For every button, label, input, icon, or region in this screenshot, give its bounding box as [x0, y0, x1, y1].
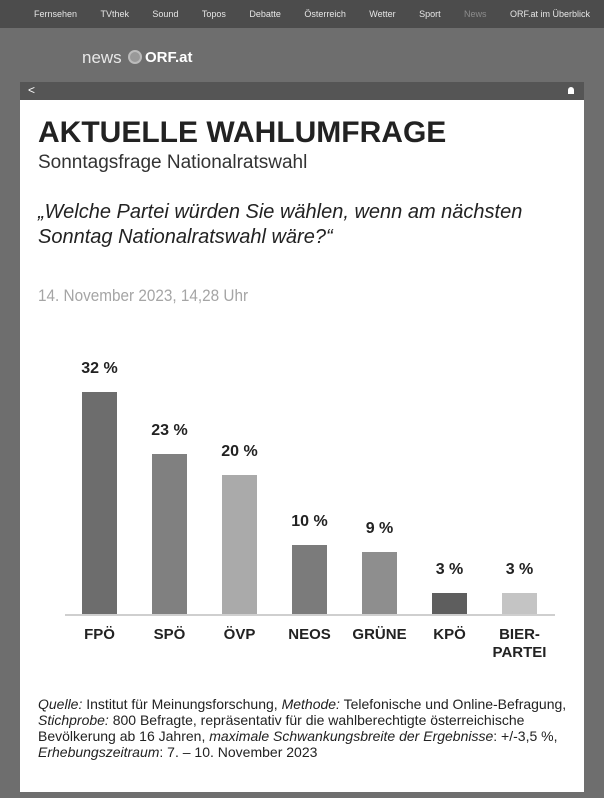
bar	[152, 454, 187, 614]
value-label: 3 %	[435, 561, 464, 579]
nav-link[interactable]: Topos	[201, 9, 226, 19]
value-label: 9 %	[365, 519, 394, 537]
nav-link[interactable]: ORF.at im Überblick	[509, 9, 590, 19]
baseline	[65, 614, 555, 616]
date: 14. November 2023, 14,28 Uhr	[38, 286, 249, 305]
logo-icon	[128, 50, 142, 64]
bell-icon[interactable]	[568, 87, 574, 94]
category-label: NEOS	[288, 626, 331, 643]
article: AKTUELLE WAHLUMFRAGE Sonntagsfrage Natio…	[20, 100, 584, 792]
nav-link[interactable]: TVthek	[100, 9, 129, 19]
footnote-part: : +/-3,5 %,	[493, 728, 558, 744]
category-label: BIER-PARTEI	[492, 626, 547, 661]
back-button[interactable]: <	[28, 83, 36, 97]
nav-link[interactable]: Debatte	[249, 9, 281, 19]
footnote-part: Quelle:	[38, 696, 83, 712]
footnote-part: : 7. – 10. November 2023	[159, 744, 318, 760]
footnote-part: Erhebungszeitraum	[38, 744, 160, 760]
category-label: KPÖ	[433, 626, 466, 643]
category-label: ÖVP	[223, 626, 256, 643]
chart-subtitle: Sonntagsfrage Nationalratswahl	[38, 152, 308, 173]
bar	[362, 551, 397, 614]
footnote-part: 800 Befragte, repräsentativ für die wahl…	[38, 712, 525, 744]
nav-link[interactable]: Sport	[419, 9, 441, 19]
plot: 32 % FPÖ 23 % SPÖ 20 % ÖVP 10 % NEOS 9 % GRÜNE 3 %…	[20, 100, 584, 692]
header: news ORF.at	[0, 28, 604, 82]
logo-text[interactable]: news	[82, 48, 122, 67]
question: „Welche Partei würden Sie wählen, wenn a…	[38, 201, 523, 248]
nav-link[interactable]: Wetter	[369, 9, 396, 19]
footnote-part: Stichprobe:	[38, 712, 109, 728]
footnote-part: maximale Schwankungsbreite der Ergebniss…	[209, 728, 494, 744]
bar	[502, 593, 537, 614]
chart-title: AKTUELLE WAHLUMFRAGE	[38, 116, 447, 149]
category-label: FPÖ	[84, 626, 115, 643]
value-label: 20 %	[221, 443, 258, 461]
toolbar: <	[20, 82, 584, 100]
bar	[292, 544, 327, 614]
footnote-part: Institut für Meinungsforschung,	[82, 696, 282, 712]
logo-text[interactable]: ORF.at	[145, 49, 193, 66]
category-label: GRÜNE	[352, 626, 407, 643]
footnote-part: Methode:	[281, 696, 340, 712]
value-label: 10 %	[291, 512, 328, 530]
value-label: 23 %	[151, 422, 188, 440]
top-nav: Fernsehen TVthek Sound Topos Debatte Österrei…	[0, 0, 604, 28]
nav-link[interactable]: News	[464, 9, 487, 19]
bar	[432, 593, 467, 614]
nav-link[interactable]: Sound	[152, 9, 179, 19]
nav-link[interactable]: Österreich	[304, 9, 346, 19]
footnote-part: Telefonische und Online-Befragung,	[339, 696, 567, 712]
nav-link[interactable]: Fernsehen	[34, 9, 78, 19]
bar	[82, 391, 117, 614]
bar	[222, 475, 257, 614]
footnote: Quelle: Institut für Meinungsforschung, …	[38, 696, 568, 760]
value-label: 3 %	[505, 561, 534, 579]
category-label: SPÖ	[153, 626, 186, 643]
value-label: 32 %	[81, 359, 118, 377]
